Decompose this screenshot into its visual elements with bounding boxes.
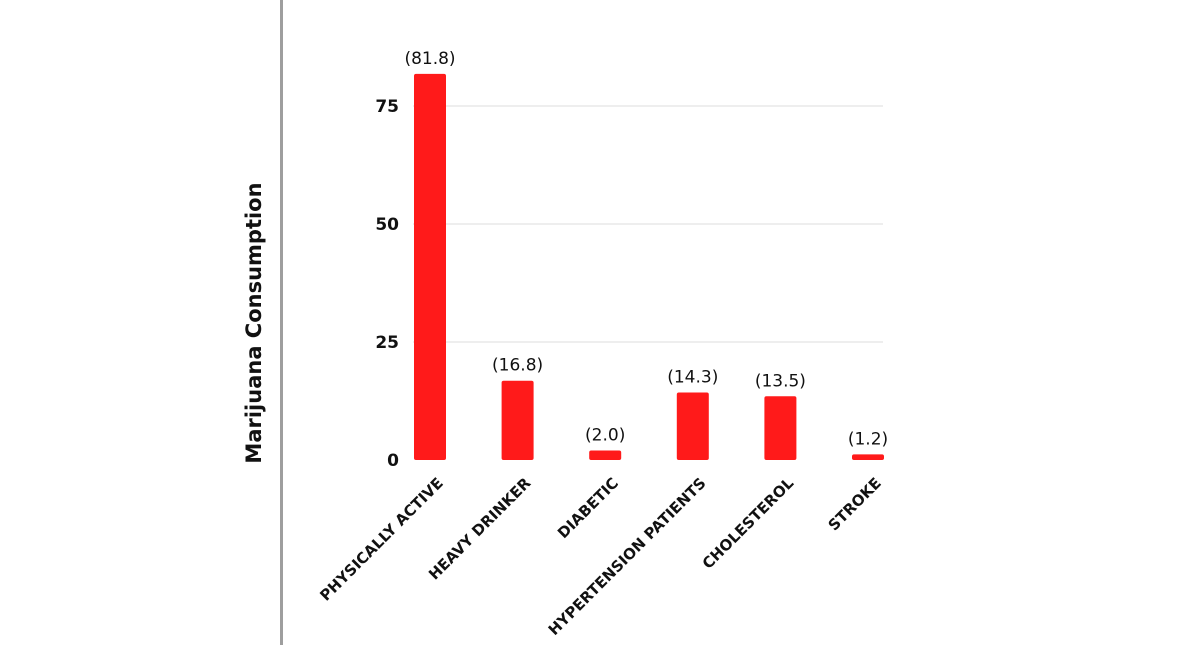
- data-label: (16.8): [492, 356, 543, 376]
- y-tick-label: 50: [375, 215, 399, 235]
- x-tick-label: DIABETIC: [554, 474, 622, 542]
- data-label: (2.0): [585, 426, 625, 446]
- data-label: (81.8): [404, 49, 455, 69]
- y-tick-label: 75: [375, 97, 399, 117]
- y-axis-ticks: 0 25 50 75: [375, 97, 399, 471]
- x-tick-label: STROKE: [825, 474, 885, 534]
- bar: [589, 450, 622, 460]
- data-label: (14.3): [667, 368, 718, 388]
- data-label: (1.2): [848, 429, 888, 449]
- bar: [764, 396, 797, 460]
- bar: [676, 392, 709, 460]
- x-tick-label: CHOLESTEROL: [699, 474, 798, 573]
- bar: [852, 454, 884, 460]
- y-axis-label: Marijuana Consumption: [242, 182, 266, 463]
- x-tick-label: HYPERTENSION PATIENTS: [545, 474, 710, 639]
- data-labels: (81.8) (16.8) (2.0) (14.3) (13.5) (1.2): [404, 49, 888, 449]
- bars: [414, 73, 884, 461]
- vertical-divider: [280, 0, 283, 645]
- x-tick-label: PHYSICALLY ACTIVE: [316, 474, 447, 605]
- bar: [414, 73, 446, 461]
- gridlines: [413, 105, 883, 343]
- y-tick-label: 0: [387, 451, 399, 471]
- data-label: (13.5): [755, 371, 806, 391]
- y-tick-label: 25: [375, 333, 399, 353]
- bar: [501, 380, 534, 460]
